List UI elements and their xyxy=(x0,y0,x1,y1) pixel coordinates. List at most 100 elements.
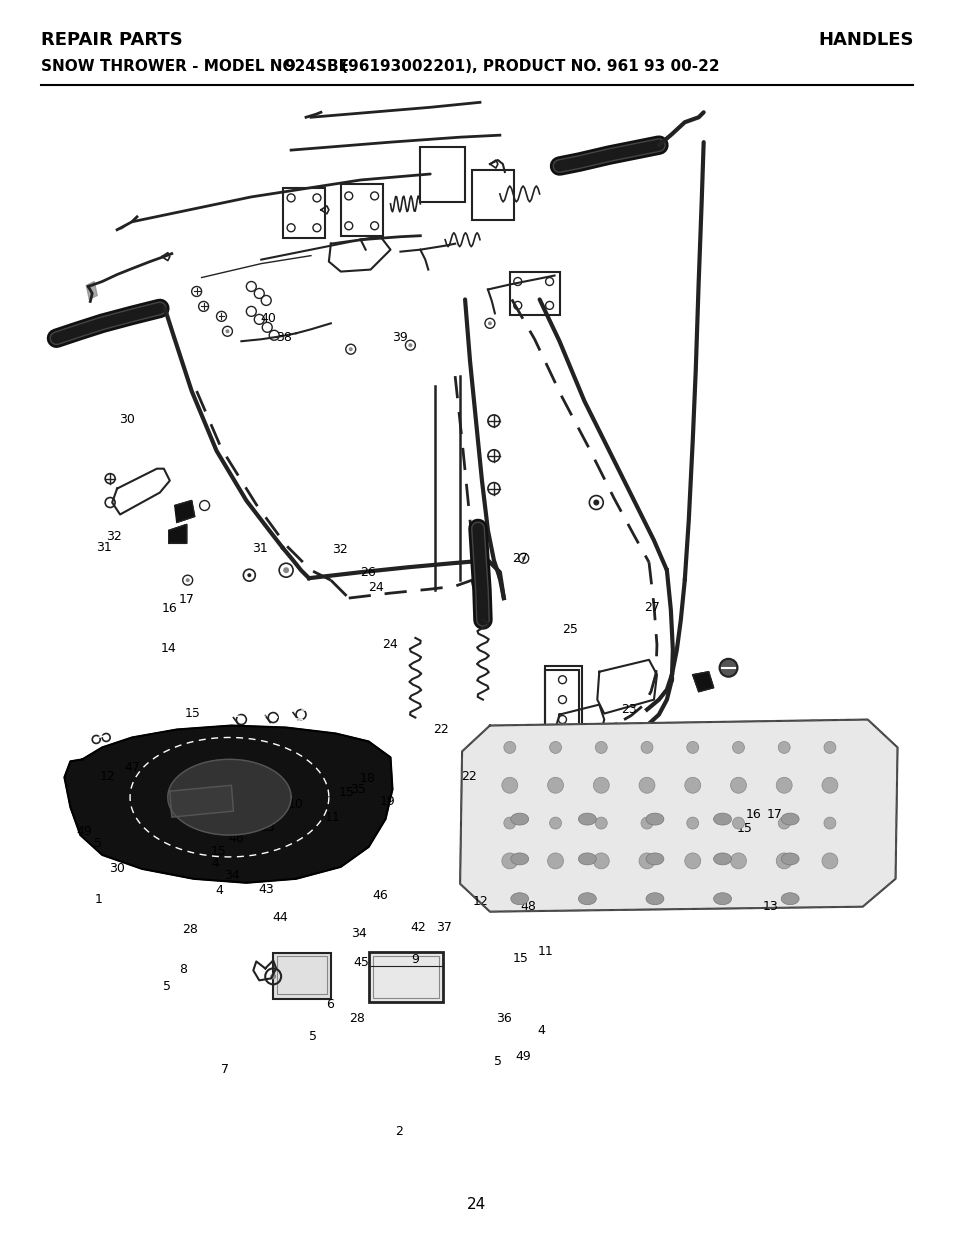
Text: 25: 25 xyxy=(561,624,578,636)
Text: 8: 8 xyxy=(179,962,187,976)
Text: 15: 15 xyxy=(736,823,752,835)
Text: 38: 38 xyxy=(275,331,292,343)
Text: 32: 32 xyxy=(332,543,347,557)
Circle shape xyxy=(684,853,700,869)
Circle shape xyxy=(225,330,230,333)
Text: 37: 37 xyxy=(436,921,452,934)
Text: 32: 32 xyxy=(106,530,121,543)
Text: 14: 14 xyxy=(161,642,176,655)
Text: 23: 23 xyxy=(620,703,636,716)
Text: 24: 24 xyxy=(368,582,384,594)
Circle shape xyxy=(593,853,609,869)
Ellipse shape xyxy=(781,813,799,825)
Ellipse shape xyxy=(713,813,731,825)
Text: 15: 15 xyxy=(211,845,227,857)
Circle shape xyxy=(408,343,412,347)
Text: 7: 7 xyxy=(220,1063,229,1077)
Text: 12: 12 xyxy=(473,895,488,908)
Text: (96193002201), PRODUCT NO. 961 93 00-22: (96193002201), PRODUCT NO. 961 93 00-22 xyxy=(335,58,719,74)
Ellipse shape xyxy=(578,853,596,864)
Text: 19: 19 xyxy=(379,795,395,809)
Text: 28: 28 xyxy=(181,924,197,936)
Text: 47: 47 xyxy=(125,761,140,774)
Circle shape xyxy=(821,777,837,793)
Circle shape xyxy=(639,777,655,793)
Text: 44: 44 xyxy=(273,911,288,924)
Circle shape xyxy=(595,741,607,753)
Circle shape xyxy=(821,853,837,869)
FancyBboxPatch shape xyxy=(273,953,331,999)
Text: 24: 24 xyxy=(381,638,397,651)
Circle shape xyxy=(776,853,791,869)
Text: 36: 36 xyxy=(496,1011,511,1025)
Polygon shape xyxy=(117,217,137,230)
Text: 12: 12 xyxy=(99,769,115,783)
Polygon shape xyxy=(65,725,392,883)
Ellipse shape xyxy=(645,813,663,825)
Polygon shape xyxy=(170,785,233,818)
Text: 30: 30 xyxy=(109,862,125,876)
Text: 13: 13 xyxy=(762,900,778,913)
Text: 34: 34 xyxy=(351,927,367,940)
Circle shape xyxy=(776,777,791,793)
Text: 18: 18 xyxy=(359,772,375,785)
Ellipse shape xyxy=(578,893,596,905)
Text: 4: 4 xyxy=(537,1024,545,1037)
Text: 43: 43 xyxy=(258,883,274,895)
Circle shape xyxy=(719,658,737,677)
Circle shape xyxy=(503,741,516,753)
Ellipse shape xyxy=(578,813,596,825)
Text: 49: 49 xyxy=(515,1050,531,1063)
Text: 22: 22 xyxy=(461,769,476,783)
Text: 5: 5 xyxy=(494,1055,501,1068)
Text: 15: 15 xyxy=(337,785,354,799)
Text: 42: 42 xyxy=(410,921,426,934)
Text: 11: 11 xyxy=(537,946,553,958)
Circle shape xyxy=(593,499,598,505)
Text: 5: 5 xyxy=(309,1030,316,1044)
Text: 31: 31 xyxy=(252,542,268,556)
Circle shape xyxy=(640,818,652,829)
Text: 15: 15 xyxy=(184,706,200,720)
Text: REPAIR PARTS: REPAIR PARTS xyxy=(41,31,182,48)
Circle shape xyxy=(732,818,743,829)
Text: 49: 49 xyxy=(76,825,92,837)
Text: 16: 16 xyxy=(745,808,761,821)
Text: 46: 46 xyxy=(228,832,244,845)
Text: 5: 5 xyxy=(93,837,102,850)
Circle shape xyxy=(283,567,289,573)
Circle shape xyxy=(778,818,789,829)
Circle shape xyxy=(186,578,190,582)
Text: 15: 15 xyxy=(512,951,528,965)
Ellipse shape xyxy=(645,893,663,905)
Polygon shape xyxy=(86,282,97,299)
FancyBboxPatch shape xyxy=(368,952,443,1003)
Ellipse shape xyxy=(713,853,731,864)
Circle shape xyxy=(686,741,698,753)
Polygon shape xyxy=(168,760,291,835)
Text: 5: 5 xyxy=(163,979,171,993)
Text: 17: 17 xyxy=(178,593,194,605)
Circle shape xyxy=(247,573,251,577)
Circle shape xyxy=(593,777,609,793)
Ellipse shape xyxy=(781,893,799,905)
Text: 22: 22 xyxy=(433,722,448,736)
Polygon shape xyxy=(459,720,897,911)
Text: 6: 6 xyxy=(326,998,334,1011)
Circle shape xyxy=(595,818,607,829)
Text: SNOW THROWER - MODEL NO.: SNOW THROWER - MODEL NO. xyxy=(41,58,305,74)
Circle shape xyxy=(547,777,563,793)
Polygon shape xyxy=(169,525,187,543)
Circle shape xyxy=(521,556,525,561)
Text: 39: 39 xyxy=(392,331,408,343)
Ellipse shape xyxy=(510,893,528,905)
Polygon shape xyxy=(692,672,713,692)
Circle shape xyxy=(503,818,516,829)
Circle shape xyxy=(730,853,745,869)
Circle shape xyxy=(270,973,275,979)
Ellipse shape xyxy=(781,853,799,864)
Circle shape xyxy=(823,741,835,753)
Text: 33: 33 xyxy=(259,821,275,834)
Circle shape xyxy=(501,777,517,793)
Ellipse shape xyxy=(510,853,528,864)
